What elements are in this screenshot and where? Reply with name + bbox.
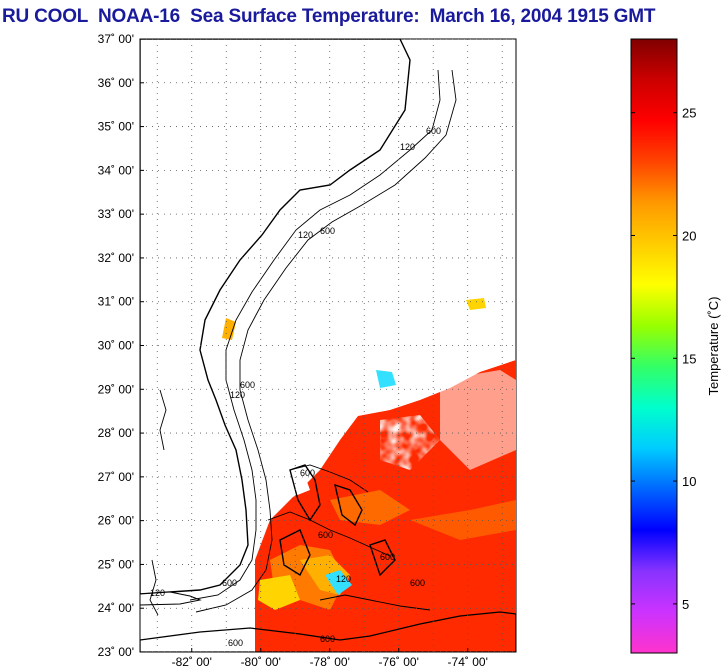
contour-label: 120 <box>230 390 245 400</box>
colorbar-tick-label: 5 <box>682 597 689 612</box>
colorbar-tick-label: 20 <box>682 228 696 243</box>
latitude-ticks: 37˚ 00' 36˚ 00' 35˚ 00' 34˚ 00' 33˚ 00' 32˚ 0… <box>98 32 144 659</box>
lon-tick-label: -80˚ 00' <box>241 655 281 669</box>
lon-tick-label: -74˚ 00' <box>448 655 488 669</box>
land-masses <box>140 39 516 652</box>
colorbar-tick-label: 10 <box>682 474 696 489</box>
sst-orange-band <box>330 490 410 525</box>
sst-cyan-patch <box>325 570 352 595</box>
lat-tick-label: 29˚ 00' <box>98 382 134 396</box>
contour-label: 600 <box>426 126 441 136</box>
lat-tick-label: 30˚ 00' <box>98 339 134 353</box>
contour-label: 600 <box>228 638 243 648</box>
lat-tick-label: 24˚ 00' <box>98 601 134 615</box>
exuma-cays <box>369 539 396 577</box>
andros-island <box>279 529 311 577</box>
contour-label: 600 <box>222 578 237 588</box>
contour-cuba-north <box>319 594 431 611</box>
lat-tick-label: 36˚ 00' <box>98 76 134 90</box>
sst-yellow-patch <box>258 575 300 610</box>
lat-tick-label: 34˚ 00' <box>98 163 134 177</box>
page-title: RU COOL NOAA-16 Sea Surface Temperature:… <box>2 6 656 27</box>
bathymetry-contours <box>149 69 457 616</box>
contour-west-2 <box>159 389 167 451</box>
cuba-coast <box>140 611 516 652</box>
abaco-island <box>289 464 321 522</box>
lat-tick-label: 26˚ 00' <box>98 514 134 528</box>
longitude-ticks: -82˚ 00' -80˚ 00' -78˚ 00' -76˚ 00' -74˚ 00' <box>172 648 488 669</box>
contour-label: 120 <box>400 142 415 152</box>
contour-label: 120 <box>150 588 165 598</box>
eleuthera-island <box>334 483 363 527</box>
lon-tick-label: -82˚ 00' <box>172 655 212 669</box>
lat-tick-label: 33˚ 00' <box>98 207 134 221</box>
sst-yellow-north <box>466 298 486 310</box>
contour-label: 600 <box>300 468 315 478</box>
contour-120m <box>189 69 441 601</box>
colorbar-label: Temperature (˚C) <box>706 297 721 396</box>
contour-600m <box>195 69 457 613</box>
contour-bahamas-2 <box>267 511 391 557</box>
colorbar <box>630 38 678 654</box>
contour-label: 120 <box>298 230 313 240</box>
colorbar-ticks: 25 20 15 10 5 <box>631 106 696 612</box>
graticule <box>140 39 516 652</box>
contour-label: 600 <box>320 226 335 236</box>
lat-tick-label: 23˚ 00' <box>98 645 134 659</box>
contour-label: 600 <box>318 530 333 540</box>
lat-tick-label: 32˚ 00' <box>98 251 134 265</box>
contour-label: 600 <box>410 578 425 588</box>
lat-tick-label: 37˚ 00' <box>98 32 134 46</box>
lon-tick-label: -78˚ 00' <box>310 655 350 669</box>
colorbar-tick-label: 15 <box>682 351 696 366</box>
lat-tick-label: 27˚ 00' <box>98 470 134 484</box>
cloud-gap-2 <box>440 370 516 470</box>
contour-label: 600 <box>240 380 255 390</box>
lat-tick-label: 25˚ 00' <box>98 557 134 571</box>
contour-label: 120 <box>336 574 351 584</box>
sst-cyan-north <box>376 370 396 388</box>
contour-label: 600 <box>380 552 395 562</box>
us-southeast-coast <box>140 39 411 595</box>
sst-orange-band-east <box>410 500 516 540</box>
lat-tick-label: 35˚ 00' <box>98 120 134 134</box>
contour-label: 600 <box>320 634 335 644</box>
florida-keys <box>140 591 202 606</box>
lat-tick-label: 28˚ 00' <box>98 426 134 440</box>
lon-tick-label: -76˚ 00' <box>379 655 419 669</box>
contour-west-1 <box>149 559 159 616</box>
cloud-gap-3 <box>270 462 310 500</box>
contour-labels: 600 120 600 120 600 120 600 120 600 600 … <box>150 126 441 648</box>
colorbar-tick-label: 25 <box>682 106 696 121</box>
map-content: 600 120 600 120 600 120 600 120 600 600 … <box>140 39 516 652</box>
sst-imagery <box>222 298 516 652</box>
sst-coastal-patch <box>222 318 236 340</box>
cloud-gap-1 <box>380 415 440 470</box>
lat-tick-label: 31˚ 00' <box>98 295 134 309</box>
